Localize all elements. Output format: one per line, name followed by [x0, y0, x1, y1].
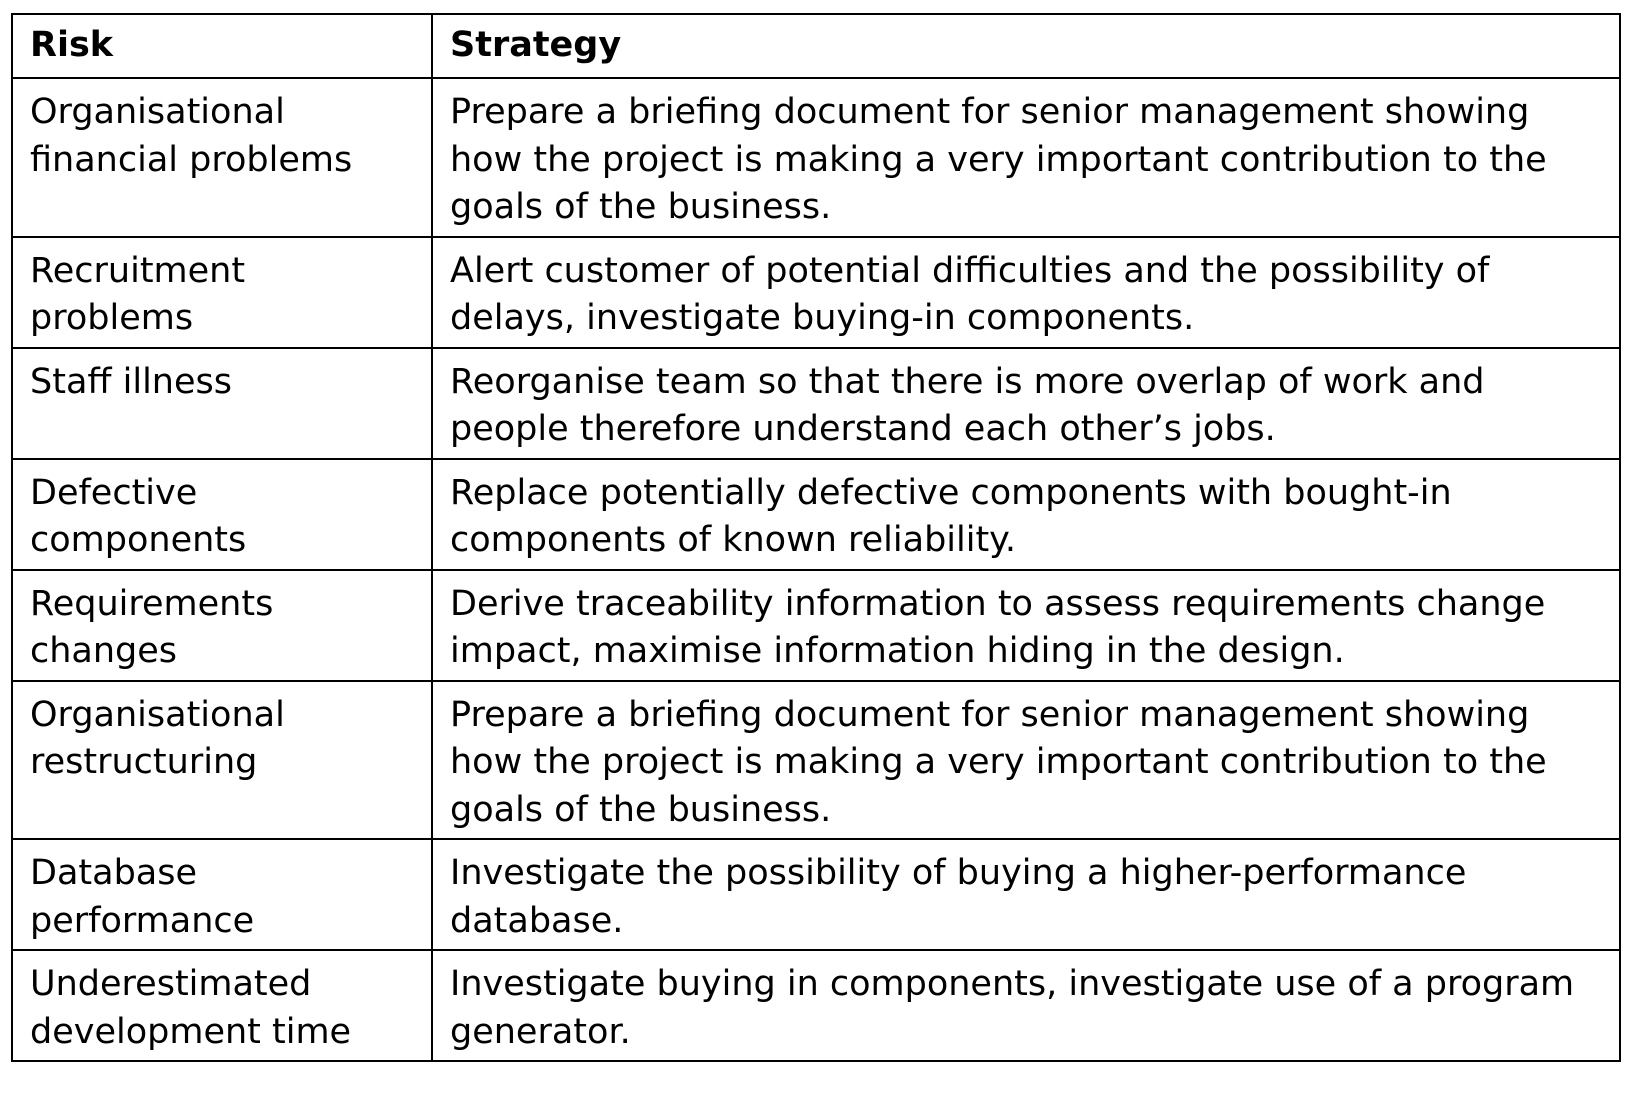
strategy-cell: Investigate the possibility of buying a … [431, 838, 1621, 951]
strategy-cell: Investigate buying in components, invest… [431, 949, 1621, 1062]
risk-cell: Underestimated development time [11, 949, 433, 1062]
risk-strategy-table: Risk Strategy Organisational financial p… [11, 13, 1621, 1062]
strategy-cell: Reorganise team so that there is more ov… [431, 346, 1621, 460]
table-row: Organisational financial problems Prepar… [11, 77, 1621, 238]
risk-cell: Recruitment problems [11, 235, 433, 349]
risk-cell: Organisational restructuring [11, 679, 433, 840]
strategy-cell: Alert customer of potential difficulties… [431, 235, 1621, 349]
header-strategy: Strategy [431, 13, 1621, 79]
table-row: Staff illness Reorganise team so that th… [11, 346, 1621, 460]
risk-cell: Database performance [11, 838, 433, 951]
table-row: Recruitment problems Alert customer of p… [11, 235, 1621, 349]
table-row: Defective components Replace potentially… [11, 457, 1621, 571]
strategy-cell: Prepare a briefing document for senior m… [431, 77, 1621, 238]
risk-cell: Requirements changes [11, 568, 433, 682]
strategy-cell: Replace potentially defective components… [431, 457, 1621, 571]
table-row: Underestimated development time Investig… [11, 949, 1621, 1062]
header-risk: Risk [11, 13, 433, 79]
risk-cell: Defective components [11, 457, 433, 571]
strategy-cell: Prepare a briefing document for senior m… [431, 679, 1621, 840]
table-row: Database performance Investigate the pos… [11, 838, 1621, 951]
table-row: Requirements changes Derive traceability… [11, 568, 1621, 682]
strategy-cell: Derive traceability information to asses… [431, 568, 1621, 682]
table-header-row: Risk Strategy [11, 13, 1621, 79]
table-row: Organisational restructuring Prepare a b… [11, 679, 1621, 840]
risk-cell: Staff illness [11, 346, 433, 460]
risk-cell: Organisational financial problems [11, 77, 433, 238]
